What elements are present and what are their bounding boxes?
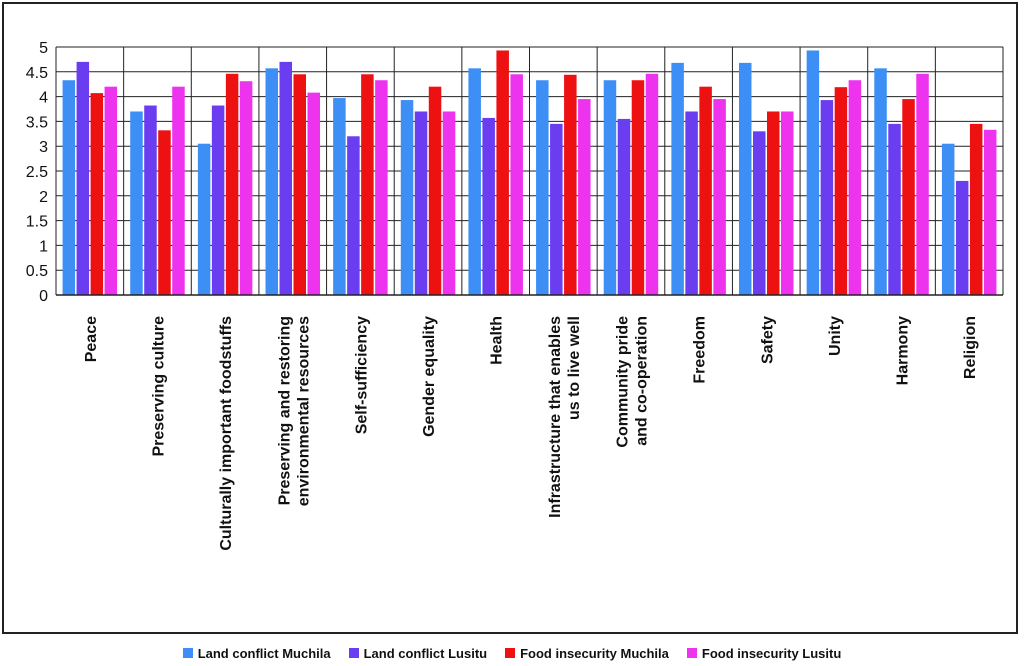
bar [713, 99, 726, 295]
bar [333, 98, 346, 295]
bar [781, 111, 794, 295]
bar [874, 68, 887, 295]
bar [104, 86, 118, 296]
x-tick-label: Culturally important foodstuffs [218, 316, 235, 551]
legend-item-food-insecurity-lusitu: Food insecurity Lusitu [686, 645, 842, 661]
bar [617, 118, 631, 295]
bar [739, 62, 752, 295]
y-tick-label: 3 [39, 139, 48, 156]
bar [130, 111, 143, 295]
bar [834, 87, 848, 296]
bar [671, 62, 684, 295]
bar [603, 80, 617, 296]
bar [753, 131, 766, 295]
y-tick-label: 2 [39, 189, 48, 206]
x-tick-label: Infrastructure that enables [547, 316, 564, 518]
bar [550, 123, 563, 295]
y-tick-label: 0 [39, 288, 48, 305]
bar [767, 111, 780, 295]
legend-label: Food insecurity Muchila [520, 645, 669, 661]
bar [631, 80, 645, 296]
y-tick-label: 2.5 [26, 164, 48, 181]
bar [265, 68, 278, 295]
x-tick-label: Safety [759, 316, 776, 364]
y-tick-label: 3.5 [26, 114, 48, 131]
bar [211, 105, 225, 295]
bar [239, 81, 253, 295]
bar [279, 61, 292, 295]
bar [564, 74, 577, 295]
bar [820, 100, 834, 296]
x-tick-label: Harmony [895, 316, 912, 385]
x-tick-label: Self-sufficiency [353, 316, 370, 434]
bar [172, 86, 185, 296]
x-tick-label: Freedom [692, 316, 709, 384]
bar [347, 136, 360, 295]
legend: Land conflict Muchila Land conflict Lusi… [0, 642, 1024, 664]
y-tick-label: 4.5 [26, 65, 48, 82]
bar [307, 92, 320, 296]
bar [361, 74, 374, 295]
bar [645, 73, 659, 295]
bar [442, 111, 456, 295]
bar [888, 123, 901, 295]
bar [983, 129, 997, 295]
bar [144, 105, 157, 295]
bar [197, 143, 211, 295]
bar-chart: 0 0.5 1 1.5 2 2.5 3 3.5 4 4.5 5 Peace Preserving cul… [26, 40, 1004, 551]
bar [468, 68, 481, 295]
legend-label: Land conflict Lusitu [363, 645, 488, 661]
x-tick-label: Unity [827, 316, 844, 356]
legend-swatch [348, 648, 359, 658]
bar [225, 73, 239, 295]
bar [375, 80, 388, 296]
legend-label: Land conflict Muchila [197, 645, 331, 661]
legend-item-land-conflict-muchila: Land conflict Muchila [182, 645, 331, 661]
x-tick-label: Health [489, 316, 506, 365]
legend-item-food-insecurity-muchila: Food insecurity Muchila [505, 646, 669, 661]
bar [941, 143, 955, 295]
y-tick-label: 4 [39, 90, 48, 107]
x-tick-label: and co-operation [633, 316, 650, 446]
y-tick-label: 0.5 [26, 263, 48, 280]
bar [916, 73, 929, 295]
bar [806, 50, 820, 295]
bar [969, 123, 983, 295]
x-tick-label: Preserving culture [150, 316, 167, 457]
bar [428, 86, 442, 296]
bar [685, 111, 698, 295]
x-tick-label: us to live well [566, 316, 583, 420]
bar [62, 80, 76, 296]
x-tick-label: Preserving and restoring [276, 316, 293, 505]
bar [482, 117, 495, 295]
bar [496, 50, 509, 295]
legend-swatch [505, 648, 516, 658]
bar [400, 100, 414, 296]
bar [699, 86, 712, 296]
bar [90, 93, 104, 296]
x-tick-label: Peace [83, 316, 100, 362]
bar [955, 180, 969, 295]
bar [536, 80, 549, 296]
bar [902, 99, 915, 295]
bar [578, 99, 591, 295]
bar [848, 80, 862, 296]
bar [158, 130, 171, 295]
x-tick-label: environmental resources [295, 316, 312, 506]
legend-swatch [182, 648, 193, 658]
bar [510, 74, 523, 295]
bar [414, 111, 428, 295]
x-tick-label: Community pride [614, 316, 631, 448]
bar [293, 74, 306, 295]
legend-label: Food insecurity Lusitu [701, 645, 842, 661]
y-tick-label: 1.5 [26, 214, 48, 231]
x-tick-label: Religion [962, 316, 979, 379]
bar [76, 61, 90, 295]
y-tick-label: 1 [39, 238, 48, 255]
x-tick-label: Gender equality [421, 316, 438, 437]
legend-item-land-conflict-lusitu: Land conflict Lusitu [348, 645, 488, 661]
legend-swatch [686, 648, 697, 658]
y-tick-label: 5 [39, 40, 48, 57]
